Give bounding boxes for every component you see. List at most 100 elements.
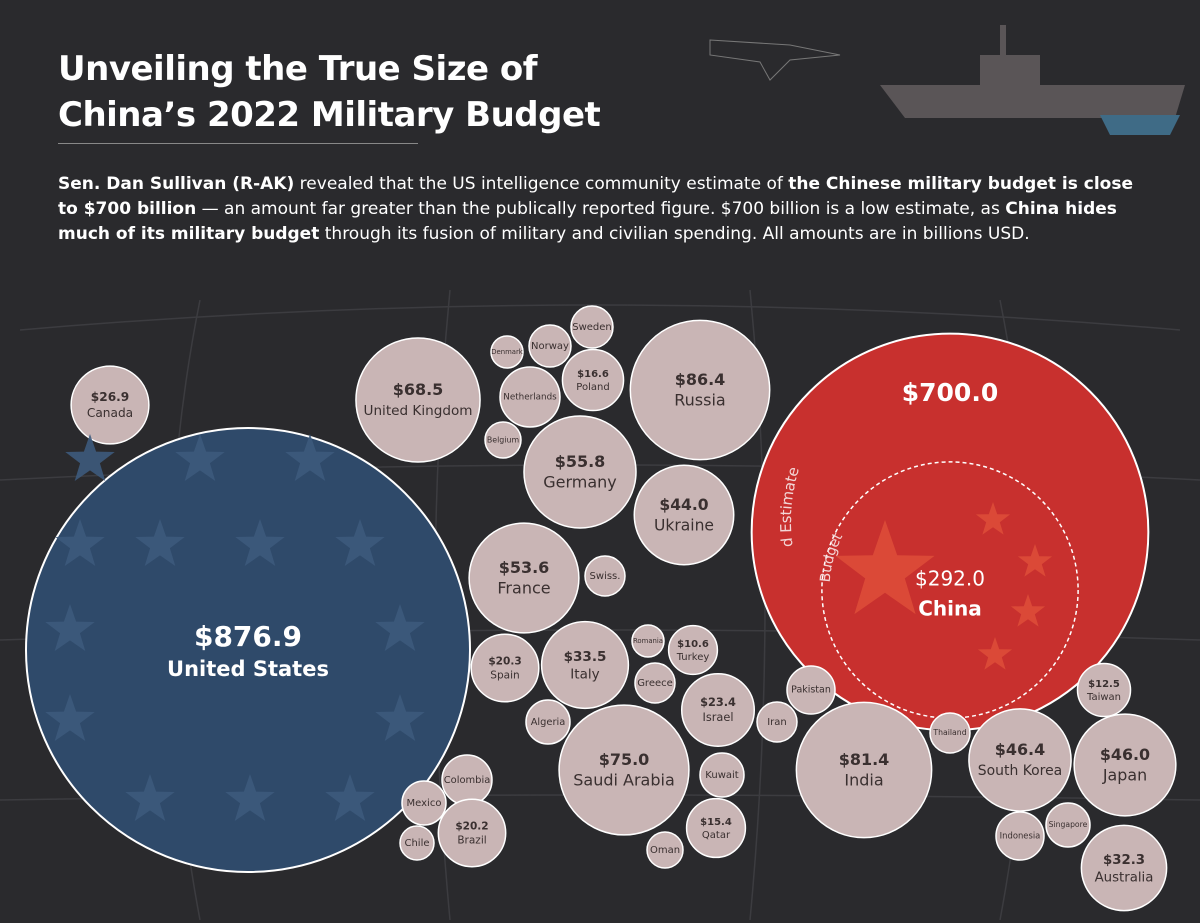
country-bubble — [558, 704, 690, 836]
decor-star — [285, 434, 335, 481]
country-label: Indonesia — [1000, 831, 1041, 841]
country-bubble — [523, 415, 637, 529]
value-label: $20.2 — [455, 821, 488, 833]
country-label: Spain — [490, 669, 519, 681]
country-label: France — [497, 579, 550, 598]
country-label: Turkey — [676, 652, 710, 663]
decor-star — [375, 694, 425, 741]
country-label: Italy — [570, 666, 599, 682]
country-bubble — [437, 798, 507, 868]
country-label: Israel — [703, 710, 734, 724]
country-label: Denmark — [491, 348, 523, 356]
decor-star — [235, 519, 285, 566]
country-label: Romania — [633, 637, 663, 645]
decor-star — [45, 604, 95, 651]
value-label: $16.6 — [577, 369, 609, 380]
value-label: $44.0 — [659, 496, 708, 514]
decor-star — [1017, 544, 1053, 577]
subtitle-segment: Sen. Dan Sullivan (R-AK) — [58, 174, 295, 194]
decor-star — [975, 502, 1011, 535]
country-bubble — [484, 421, 522, 459]
estimate-value: $700.0 — [902, 378, 998, 407]
country-label: Germany — [543, 473, 617, 492]
country-label: Taiwan — [1086, 692, 1121, 703]
decor-star — [55, 519, 105, 566]
decor-ship — [709, 25, 1185, 135]
country-bubble — [786, 665, 836, 715]
public-bubble — [821, 461, 1079, 719]
country-label: Pakistan — [791, 685, 831, 696]
country-label: Japan — [1102, 766, 1147, 785]
value-label: $81.4 — [839, 750, 890, 769]
country-bubble — [561, 348, 625, 412]
decor-star — [45, 694, 95, 741]
value-label: $292.0 — [915, 567, 985, 591]
country-label: Algeria — [531, 717, 566, 728]
country-label: Kuwait — [705, 770, 738, 781]
value-label: $46.0 — [1100, 745, 1150, 764]
country-label: Netherlands — [503, 393, 557, 403]
value-label: $33.5 — [564, 649, 607, 665]
title-rule — [58, 143, 418, 144]
value-label: $53.6 — [499, 558, 550, 577]
country-label: South Korea — [978, 763, 1062, 779]
country-bubble — [399, 825, 435, 861]
decor-star — [65, 434, 115, 481]
country-label: Russia — [674, 391, 725, 410]
country-bubble — [401, 780, 447, 826]
country-bubble — [570, 305, 614, 349]
country-bubble — [468, 522, 580, 634]
country-bubble — [699, 752, 745, 798]
country-bubble — [995, 811, 1045, 861]
country-bubble — [1076, 662, 1132, 718]
decor-star — [335, 519, 385, 566]
country-bubble — [584, 555, 626, 597]
country-bubble — [633, 464, 735, 566]
country-bubble — [1045, 802, 1091, 848]
country-label: Oman — [650, 845, 680, 856]
subtitle-segment: revealed that the US intelligence commun… — [294, 174, 789, 194]
value-label: $46.4 — [995, 740, 1045, 759]
country-label: Ukraine — [654, 516, 714, 534]
country-bubble — [70, 365, 150, 445]
country-bubble — [1080, 824, 1168, 912]
value-label: $75.0 — [599, 750, 650, 769]
subtitle-segment: China hides much of its military budget — [58, 199, 1117, 244]
country-label: China — [918, 597, 982, 621]
country-label: Qatar — [702, 830, 731, 841]
country-bubble — [631, 624, 665, 658]
country-label: Mexico — [407, 798, 442, 809]
value-label: $876.9 — [194, 620, 302, 653]
country-bubble — [1073, 713, 1177, 817]
country-label: Singapore — [1049, 820, 1088, 829]
country-bubble — [355, 337, 481, 463]
subtitle-segment: the Chinese military budget is close to … — [58, 174, 1133, 219]
country-label: Swiss. — [590, 571, 621, 582]
title: Unveiling the True Size of China’s 2022 … — [58, 49, 601, 135]
country-bubble — [968, 708, 1072, 812]
value-label: $23.4 — [700, 695, 736, 709]
decor-star — [125, 774, 175, 821]
decor-star — [835, 520, 935, 615]
country-label: Greece — [637, 678, 673, 689]
decor-star — [375, 604, 425, 651]
country-label: Australia — [1095, 870, 1154, 885]
country-bubble — [929, 712, 971, 754]
country-label: United Kingdom — [364, 403, 473, 419]
country-bubble — [470, 633, 540, 703]
value-label: $15.4 — [700, 817, 732, 828]
country-bubble — [646, 831, 684, 869]
country-label: India — [844, 771, 883, 790]
value-label: $26.9 — [91, 390, 129, 404]
country-label: Chile — [404, 838, 429, 849]
value-label: $86.4 — [675, 370, 726, 389]
country-bubble — [629, 319, 771, 461]
decor-star — [325, 774, 375, 821]
value-label: $55.8 — [555, 452, 606, 471]
country-bubble — [795, 701, 933, 839]
country-label: Colombia — [444, 775, 491, 786]
country-bubble — [490, 335, 524, 369]
decor-star — [1010, 594, 1046, 627]
